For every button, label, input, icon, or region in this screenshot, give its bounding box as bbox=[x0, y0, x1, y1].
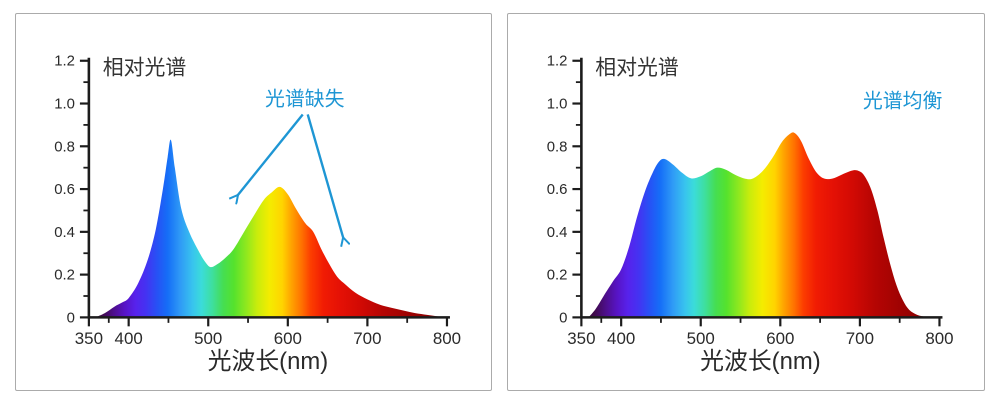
x-tick-label: 400 bbox=[115, 329, 143, 348]
x-tick-label: 700 bbox=[353, 329, 381, 348]
x-tick-label: 350 bbox=[75, 329, 103, 348]
y-tick-label: 0.6 bbox=[54, 181, 75, 198]
y-tick-label: 0.4 bbox=[547, 224, 568, 241]
x-tick-label: 800 bbox=[925, 329, 953, 348]
annotation-label: 光谱缺失 bbox=[265, 89, 345, 111]
y-tick-label: 0.8 bbox=[547, 138, 568, 155]
y-tick-label: 0.6 bbox=[547, 181, 568, 198]
x-axis-label: 光波长(nm) bbox=[700, 348, 821, 375]
y-tick-label: 0.4 bbox=[54, 224, 75, 241]
chart-title: 相对光谱 bbox=[103, 57, 187, 80]
x-tick-label: 800 bbox=[433, 329, 461, 348]
chart-panel-missing-spectrum: 350 400 500 600 700 800 0 0.2 0.4 0.6 0.8 1.0 1.2 相对光… bbox=[15, 13, 492, 391]
x-tick-label: 400 bbox=[607, 329, 635, 348]
y-tick-label: 1.0 bbox=[547, 95, 568, 112]
y-tick-label: 0.2 bbox=[547, 267, 568, 284]
y-tick-label: 1.2 bbox=[547, 53, 568, 70]
x-axis-label: 光波长(nm) bbox=[208, 348, 329, 375]
annotation-arrow bbox=[237, 113, 304, 196]
annotation-label: 光谱均衡 bbox=[863, 91, 943, 113]
x-tick-label: 500 bbox=[194, 329, 222, 348]
spectrum-area bbox=[588, 132, 934, 318]
spectrum-chart-missing: 350 400 500 600 700 800 0 0.2 0.4 0.6 0.8 1.0 1.2 相对光… bbox=[54, 53, 461, 375]
x-tick-label: 700 bbox=[846, 329, 874, 348]
x-tick-label: 350 bbox=[567, 329, 595, 348]
y-tick-label: 0.2 bbox=[54, 267, 75, 284]
y-tick-label: 0.8 bbox=[54, 138, 75, 155]
x-tick-label: 500 bbox=[687, 329, 715, 348]
y-tick-label: 0 bbox=[559, 309, 567, 326]
spectrum-area bbox=[95, 139, 446, 318]
chart-panel-balanced-spectrum: 350 400 500 600 700 800 0 0.2 0.4 0.6 0.8 1.0 1.2 相对光… bbox=[507, 13, 985, 391]
x-tick-label: 600 bbox=[766, 329, 794, 348]
y-tick-label: 1.2 bbox=[54, 53, 75, 70]
y-tick-label: 1.0 bbox=[54, 95, 75, 112]
x-tick-label: 600 bbox=[274, 329, 302, 348]
y-tick-label: 0 bbox=[67, 309, 75, 326]
annotation-arrow bbox=[306, 114, 344, 238]
spectrum-chart-balanced: 350 400 500 600 700 800 0 0.2 0.4 0.6 0.8 1.0 1.2 相对光… bbox=[547, 53, 954, 375]
chart-title: 相对光谱 bbox=[595, 57, 679, 80]
